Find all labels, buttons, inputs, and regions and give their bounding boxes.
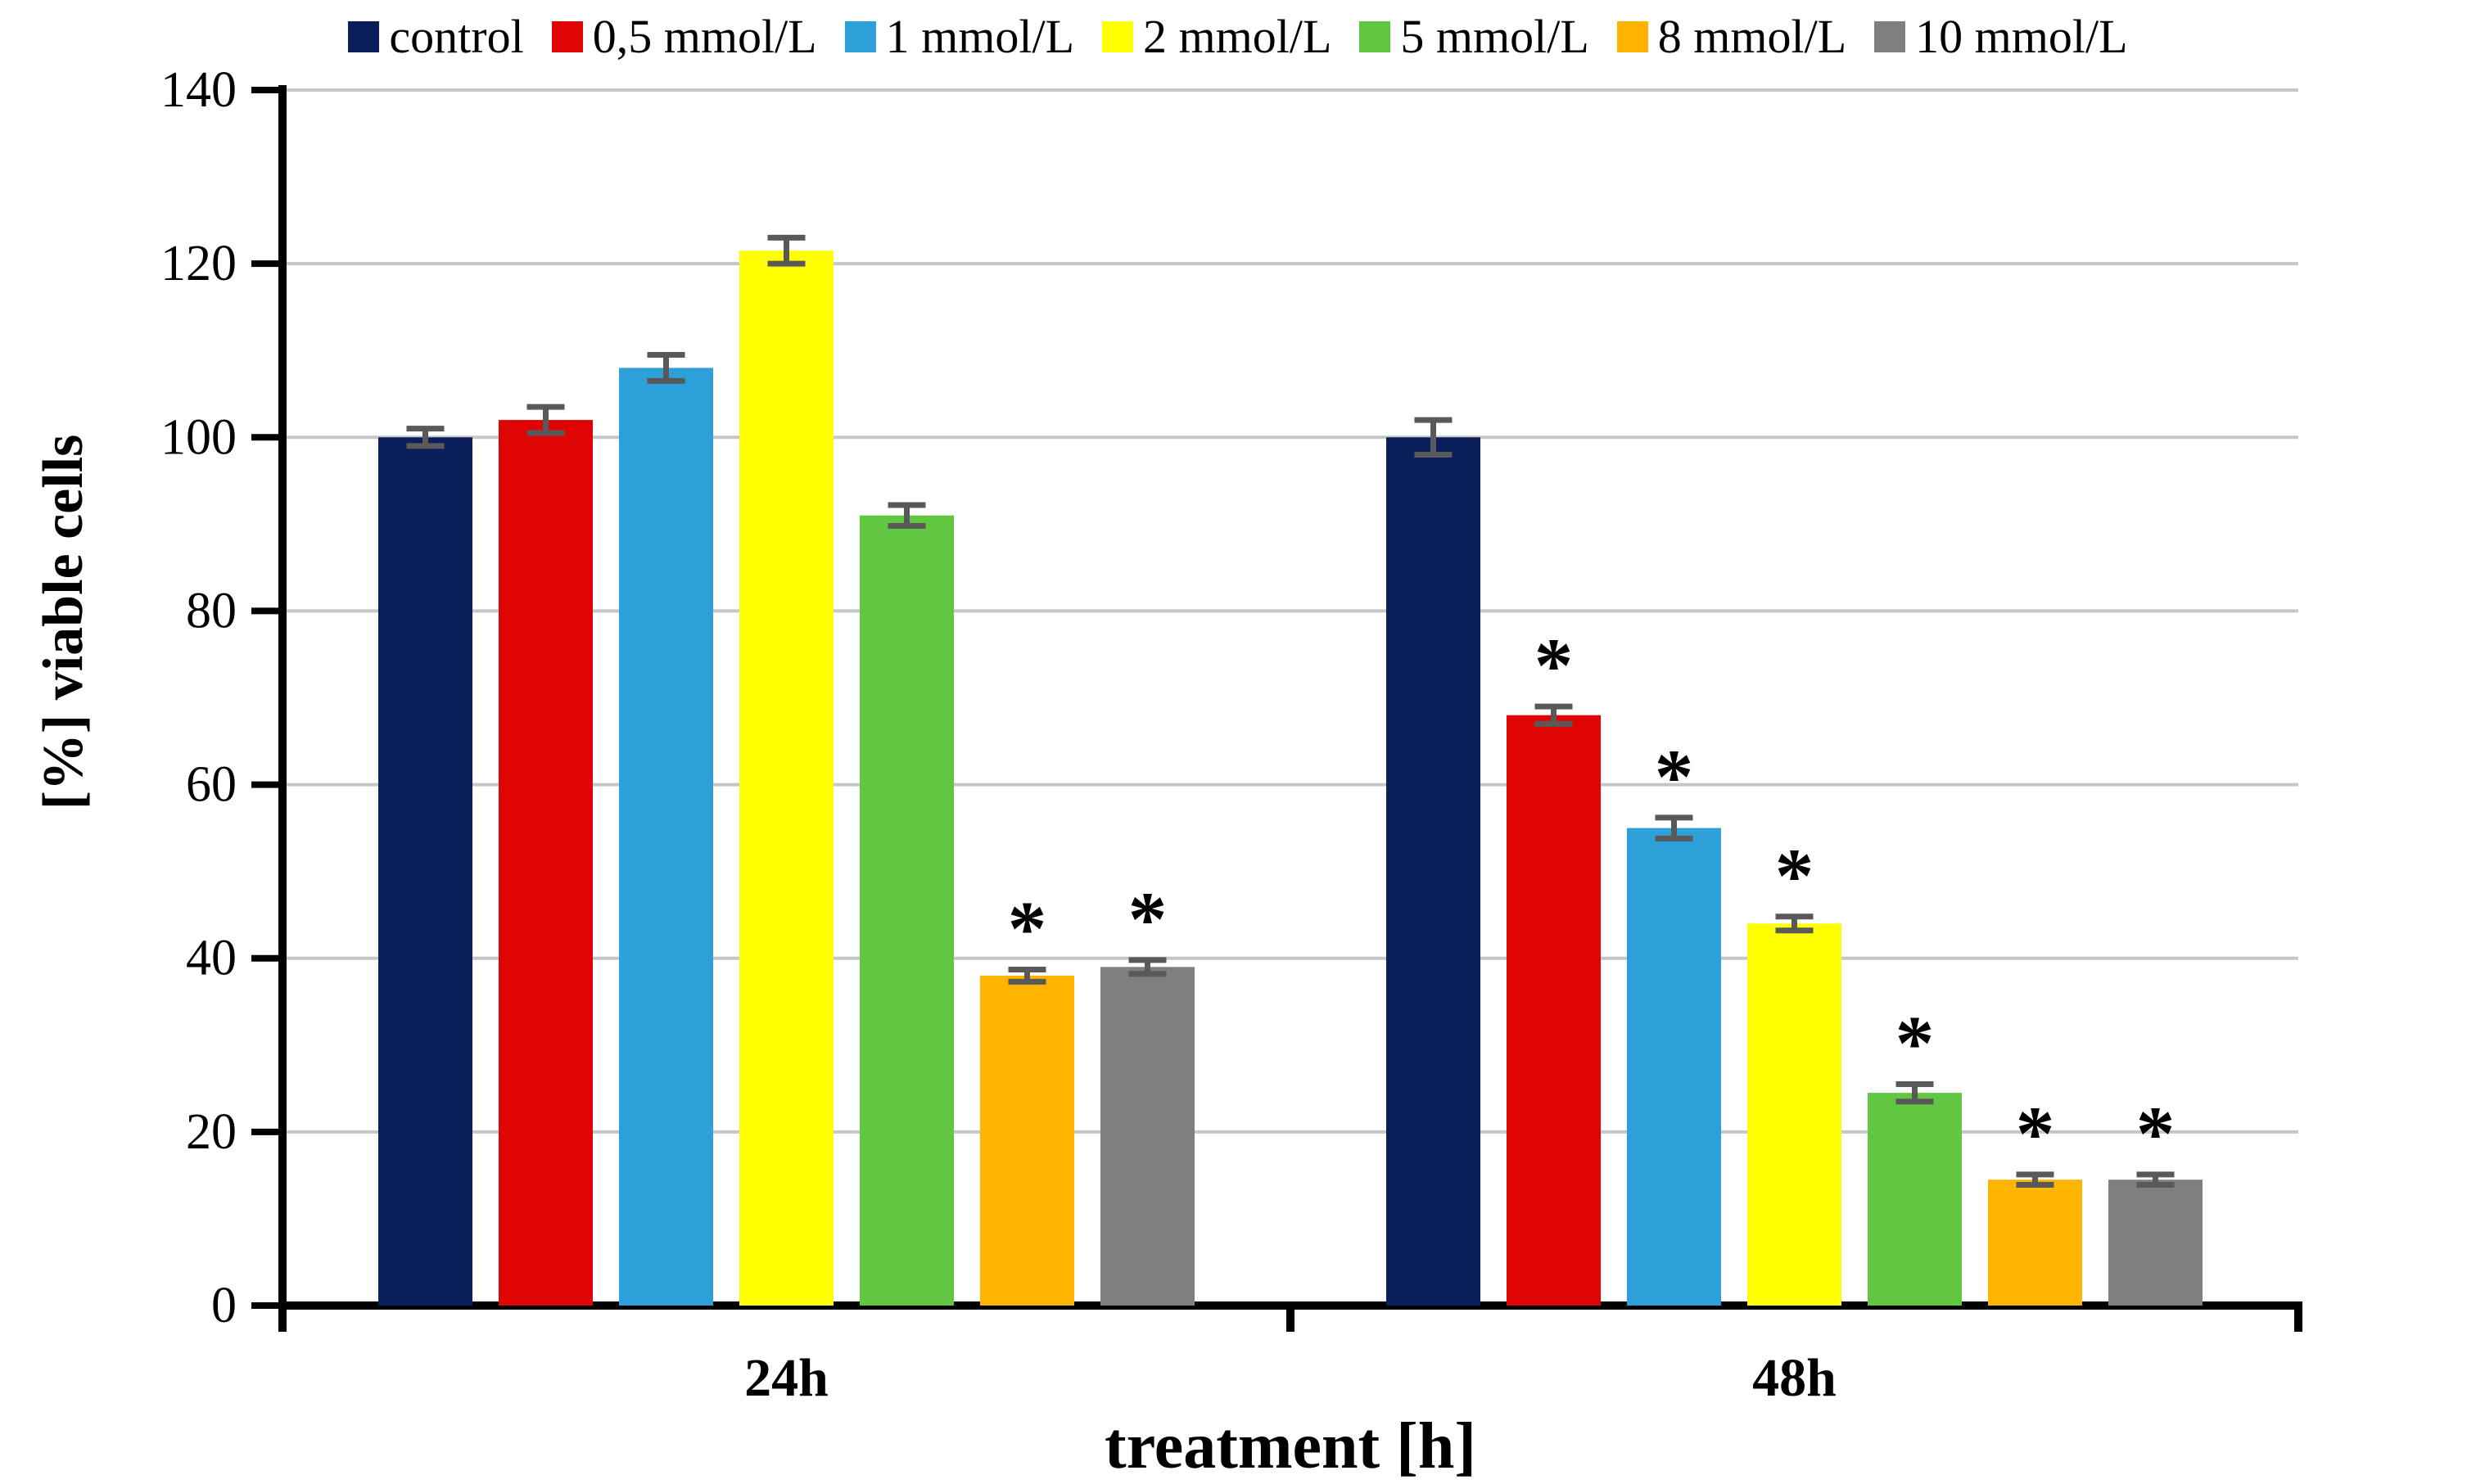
legend-item-8-mmol-L: 8 mmol/L [1616, 10, 1847, 63]
legend-label: 1 mmol/L [885, 10, 1074, 63]
significance-asterisk: * [1008, 886, 1047, 972]
bar-24h-0-5-mmol-L [499, 420, 593, 1306]
legend-item-5-mmol-L: 5 mmol/L [1359, 10, 1589, 63]
significance-asterisk: * [1128, 876, 1168, 963]
significance-asterisk: * [2136, 1090, 2176, 1177]
bar-24h-1-mmol-L [619, 368, 713, 1306]
y-axis-title: [%] viable cells [32, 434, 95, 810]
y-tick-label: 40 [186, 931, 237, 986]
bar-24h-10-mmol-L [1100, 967, 1195, 1306]
bar-24h-8-mmol-L [980, 975, 1074, 1306]
y-tick-label: 100 [160, 409, 237, 465]
bar-48h-8-mmol-L [1988, 1180, 2082, 1306]
y-tick-label: 60 [186, 757, 237, 813]
bar-48h-1-mmol-L [1627, 828, 1721, 1306]
bar-24h-5-mmol-L [860, 515, 954, 1306]
significance-asterisk: * [1534, 622, 1574, 709]
legend-swatch-icon [348, 21, 380, 52]
legend-swatch-icon [1616, 21, 1648, 52]
bar-48h-2-mmol-L [1747, 923, 1841, 1306]
y-tick-label: 140 [160, 62, 237, 118]
legend-swatch-icon [551, 21, 583, 52]
significance-asterisk: * [1655, 733, 1694, 820]
y-tick-label: 20 [186, 1104, 237, 1160]
legend-item-2-mmol-L: 2 mmol/L [1102, 13, 1331, 61]
legend-item-1-mmol-L: 1 mmol/L [844, 10, 1074, 63]
x-axis-title: treatment [h] [1105, 1410, 1476, 1482]
significance-asterisk: * [2016, 1090, 2055, 1177]
legend-item-control: control [348, 10, 524, 63]
bar-48h-0-5-mmol-L [1507, 715, 1601, 1306]
legend-label: 5 mmol/L [1400, 10, 1589, 63]
legend-swatch-icon [844, 21, 876, 52]
legend-swatch-icon [1102, 21, 1133, 52]
legend-swatch-icon [1359, 21, 1391, 52]
category-label-24h: 24h [744, 1348, 829, 1408]
bar-24h-control [378, 437, 472, 1306]
legend-item-10-mmol-L: 10 mmol/L [1874, 10, 2128, 63]
bar-48h-control [1386, 437, 1480, 1306]
y-tick-label: 0 [211, 1278, 237, 1333]
category-label-48h: 48h [1752, 1348, 1837, 1408]
legend-item-0-5-mmol-L: 0,5 mmol/L [551, 10, 817, 63]
y-tick-label: 80 [186, 583, 237, 638]
legend-swatch-icon [1874, 21, 1906, 52]
legend-label: control [389, 10, 524, 63]
legend-label: 8 mmol/L [1657, 10, 1847, 63]
bar-24h-2-mmol-L [739, 250, 834, 1306]
legend-label: 0,5 mmol/L [592, 10, 817, 63]
y-tick-label: 120 [160, 236, 237, 291]
significance-asterisk: * [1775, 832, 1814, 919]
legend-label: 2 mmol/L [1143, 10, 1332, 63]
bar-48h-10-mmol-L [2108, 1180, 2203, 1306]
legend-label: 10 mmol/L [1915, 10, 2128, 63]
bar-48h-5-mmol-L [1868, 1093, 1962, 1306]
chart-legend: control 0,5 mmol/L 1 mmol/L 2 mmol/L 5 mmol/… [0, 13, 2476, 61]
significance-asterisk: * [1895, 1000, 1935, 1087]
